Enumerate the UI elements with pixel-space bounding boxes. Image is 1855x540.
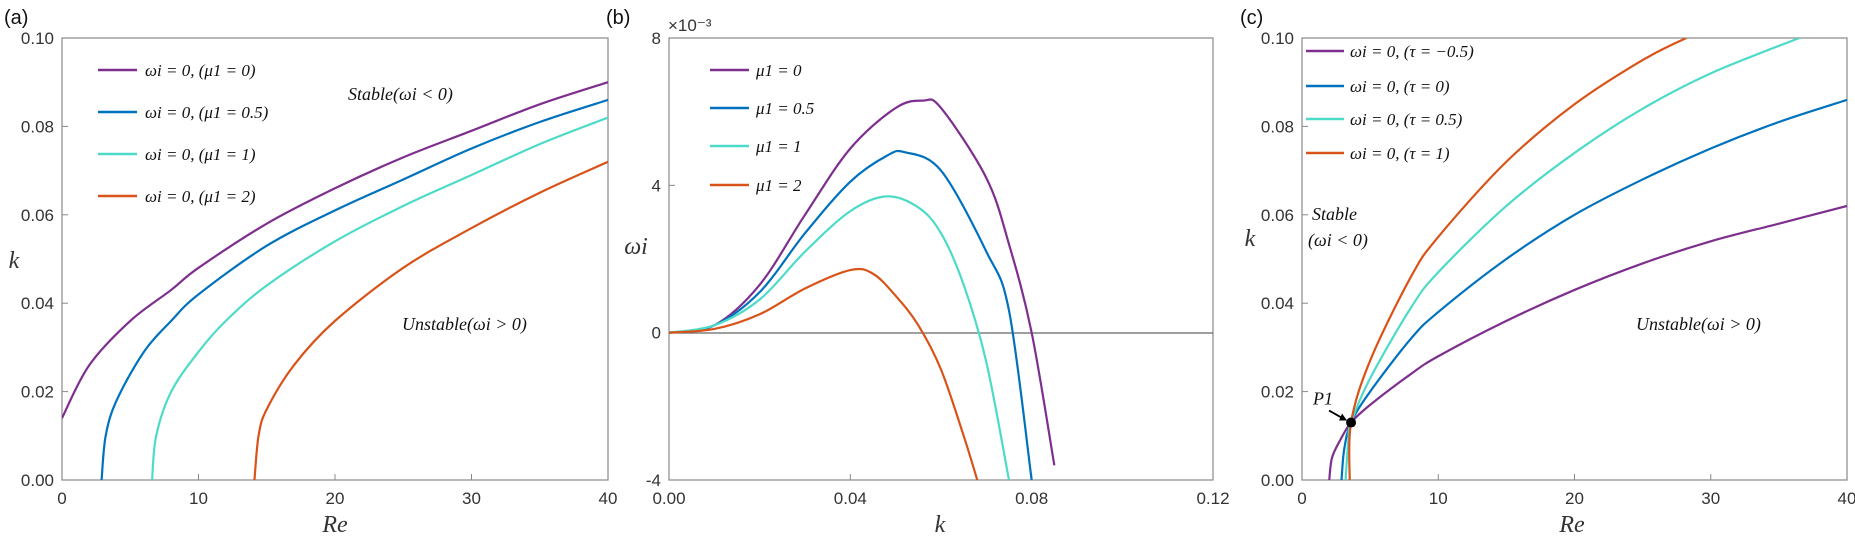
legend-entry-a-0: ωi = 0, (μ1 = 0) — [145, 61, 256, 80]
x-axis-label-a: Re — [321, 512, 348, 538]
x-ticks-b: 0.00 0.04 0.08 0.12 — [652, 474, 1230, 508]
panel-label-a: (a) — [4, 7, 28, 29]
x-tick-label: 0.04 — [834, 489, 867, 508]
x-ticks-c: 0 10 20 30 40 — [1297, 474, 1855, 508]
curves-b — [669, 98, 1056, 480]
plot-frame-b — [668, 37, 1214, 481]
x-tick-label: 40 — [599, 489, 618, 508]
y-tick-label: 0.02 — [21, 383, 54, 402]
x-tick-label: 0 — [1297, 489, 1306, 508]
y-ticks-b: -4 0 4 8 — [646, 29, 675, 490]
series-line-0 — [62, 81, 608, 419]
legend-a: ωi = 0, (μ1 = 0) ωi = 0, (μ1 = 0.5) ωi =… — [98, 61, 269, 206]
y-tick-label: 0.02 — [1261, 383, 1294, 402]
y-tick-label: -4 — [646, 471, 661, 490]
x-axis-label-c: Re — [1558, 512, 1585, 538]
panel-c: (c) 0 10 20 30 40 0.00 0.02 0.04 0.06 0.08 0.10 R… — [1240, 7, 1855, 538]
y-tick-label: 0.04 — [21, 294, 54, 313]
stable-annotation-a: Stable(ωi < 0) — [348, 84, 453, 105]
y-tick-label: 0.08 — [21, 117, 54, 136]
y-axis-label-a: k — [9, 248, 20, 274]
x-tick-label: 20 — [326, 489, 345, 508]
p1-label: P1 — [1312, 389, 1333, 409]
stable-condition-annotation-c: (ωi < 0) — [1308, 230, 1368, 251]
y-tick-label: 0.06 — [21, 206, 54, 225]
y-tick-label: 8 — [652, 29, 661, 48]
y-tick-label: 4 — [652, 176, 661, 195]
panel-a: (a) 0 10 20 30 40 0.00 0.02 0.04 0.06 0.08 0.10 R… — [4, 7, 617, 538]
y-exponent-label-b: ×10⁻³ — [668, 16, 712, 35]
series-line-3 — [669, 267, 979, 480]
y-ticks-a: 0.00 0.02 0.04 0.06 0.08 0.10 — [21, 29, 68, 490]
panel-b: (b) ×10⁻³ 0.00 0.04 0.08 0.12 -4 0 4 8 k ωi μ1… — [606, 7, 1230, 538]
x-tick-label: 30 — [1701, 489, 1720, 508]
x-axis-label-b: k — [935, 512, 946, 538]
series-line-3 — [1348, 38, 1687, 480]
series-line-2 — [669, 195, 1011, 480]
unstable-annotation-c: Unstable(ωi > 0) — [1636, 314, 1761, 335]
y-axis-label-b: ωi — [624, 234, 648, 260]
legend-c: ωi = 0, (τ = −0.5) ωi = 0, (τ = 0) ωi = … — [1306, 42, 1474, 163]
plot-frame-a — [61, 37, 609, 481]
legend-entry-c-0: ωi = 0, (τ = −0.5) — [1350, 42, 1474, 61]
curves-c — [1328, 38, 1847, 480]
x-tick-label: 40 — [1838, 489, 1855, 508]
y-tick-label: 0.00 — [21, 471, 54, 490]
legend-entry-a-2: ωi = 0, (μ1 = 1) — [145, 145, 256, 164]
legend-b: μ1 = 0 μ1 = 0.5 μ1 = 1 μ1 = 2 — [710, 61, 814, 195]
p1-marker — [1346, 417, 1357, 428]
legend-entry-c-3: ωi = 0, (τ = 1) — [1350, 144, 1450, 163]
y-tick-label: 0.04 — [1261, 294, 1294, 313]
x-tick-label: 0.08 — [1015, 489, 1048, 508]
series-line-1 — [669, 149, 1033, 480]
panel-label-b: (b) — [606, 7, 630, 29]
series-line-2 — [1344, 38, 1800, 480]
x-tick-label: 20 — [1565, 489, 1584, 508]
legend-entry-a-3: ωi = 0, (μ1 = 2) — [145, 187, 256, 206]
x-tick-label: 0.00 — [652, 489, 685, 508]
y-tick-label: 0.10 — [21, 29, 54, 48]
y-axis-label-c: k — [1245, 226, 1256, 252]
curves-a — [62, 81, 608, 480]
point-p1: P1 — [1312, 389, 1357, 428]
legend-entry-b-1: μ1 = 0.5 — [755, 99, 814, 118]
series-line-3 — [253, 160, 608, 480]
stable-annotation-c: Stable — [1312, 204, 1357, 224]
x-tick-label: 10 — [189, 489, 208, 508]
legend-entry-c-1: ωi = 0, (τ = 0) — [1350, 77, 1450, 96]
legend-entry-b-3: μ1 = 2 — [755, 176, 802, 195]
series-line-0 — [1328, 204, 1847, 480]
y-tick-label: 0.08 — [1261, 117, 1294, 136]
x-tick-label: 0 — [57, 489, 66, 508]
x-tick-label: 30 — [462, 489, 481, 508]
legend-entry-a-1: ωi = 0, (μ1 = 0.5) — [145, 103, 269, 122]
x-ticks-a: 0 10 20 30 40 — [57, 474, 617, 508]
p1-arrowhead — [1339, 413, 1348, 421]
y-tick-label: 0.00 — [1261, 471, 1294, 490]
y-tick-label: 0.10 — [1261, 29, 1294, 48]
legend-entry-b-2: μ1 = 1 — [755, 137, 802, 156]
series-line-0 — [669, 98, 1056, 466]
x-tick-label: 10 — [1429, 489, 1448, 508]
x-tick-label: 0.12 — [1196, 489, 1229, 508]
y-tick-label: 0 — [652, 324, 661, 343]
series-line-2 — [150, 116, 608, 480]
panel-label-c: (c) — [1240, 7, 1263, 29]
legend-entry-b-0: μ1 = 0 — [755, 61, 802, 80]
series-line-1 — [100, 98, 608, 480]
legend-entry-c-2: ωi = 0, (τ = 0.5) — [1350, 110, 1463, 129]
unstable-annotation-a: Unstable(ωi > 0) — [402, 314, 527, 335]
y-ticks-c: 0.00 0.02 0.04 0.06 0.08 0.10 — [1261, 29, 1308, 490]
y-tick-label: 0.06 — [1261, 206, 1294, 225]
